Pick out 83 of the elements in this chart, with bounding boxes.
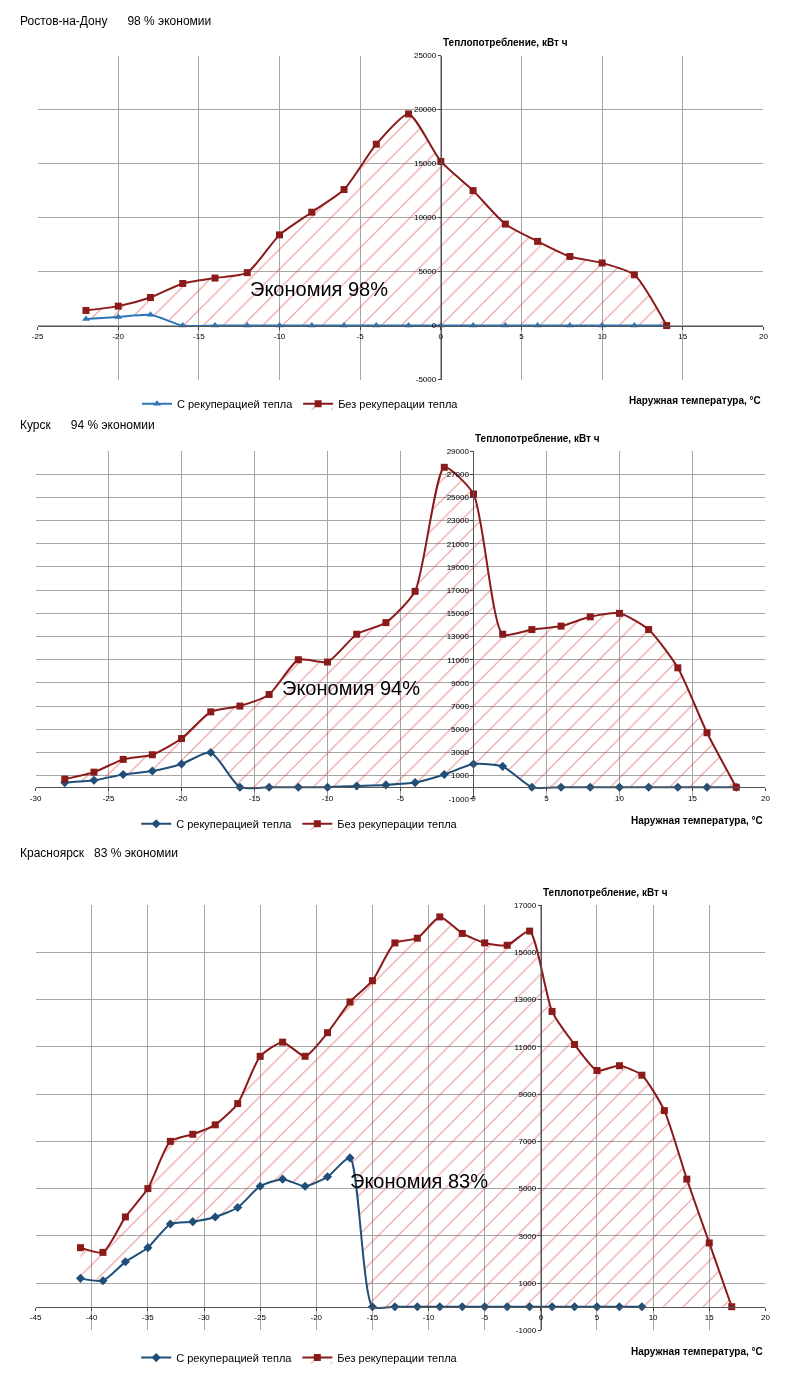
y-tick-label: 20000 [413, 105, 437, 115]
x-tick-label: -5 [481, 1313, 489, 1323]
x-tick-label: 10 [648, 1313, 659, 1323]
x-tick-label: 15 [704, 1313, 715, 1323]
x-tick-label: -10 [422, 1313, 435, 1323]
x-tick-label: 10 [614, 793, 625, 803]
y-tick-label: 0 [431, 321, 437, 331]
y-tick-label: -5000 [415, 375, 437, 385]
x-tick-label: -25 [31, 332, 44, 342]
y-tick-label: 15000 [514, 948, 537, 958]
y-tick-label: -1000 [448, 794, 470, 804]
y-tick-label: 7000 [518, 1137, 537, 1147]
y-tick-label: 5000 [451, 725, 470, 735]
x-tick-label: 0 [538, 1313, 544, 1323]
x-tick-label: 5 [544, 793, 550, 803]
x-tick-label: -40 [85, 1313, 99, 1323]
x-tick-label: -15 [366, 1313, 379, 1323]
legend-label: С рекуперацией тепла [176, 818, 293, 831]
y-axis-title: Теплопотребление, кВт ч [443, 37, 568, 48]
chart-title: Курск 94 % экономии [20, 418, 155, 432]
x-axis-title: Наружная температура, °C [631, 1346, 763, 1357]
y-tick-label: 25000 [413, 51, 437, 61]
x-tick-label: -20 [175, 793, 188, 803]
annotation: Экономия 98% [250, 278, 389, 300]
legend-label: С рекуперацией тепла [176, 398, 294, 411]
y-tick-label: 1000 [518, 1278, 537, 1288]
x-tick-label: -30 [29, 793, 42, 803]
y-tick-label: 5000 [518, 1184, 537, 1194]
x-tick-label: 5 [519, 332, 525, 342]
y-tick-label: 11000 [447, 655, 470, 665]
x-tick-label: 15 [678, 332, 688, 342]
x-tick-label: -25 [254, 1313, 267, 1323]
y-tick-label: 15000 [413, 159, 437, 169]
chart-title: Красноярск 83 % экономии [20, 846, 178, 860]
y-tick-label: 9000 [451, 678, 470, 688]
y-tick-label: 19000 [446, 562, 470, 572]
y-tick-label: 13000 [446, 632, 470, 642]
y-tick-label: -1000 [515, 1326, 537, 1336]
y-tick-label: 3000 [518, 1231, 537, 1241]
x-tick-label: -15 [248, 793, 261, 803]
y-tick-label: 29000 [446, 446, 470, 456]
y-tick-label: 17000 [514, 900, 537, 910]
x-tick-label: 5 [594, 1313, 600, 1323]
y-axis-title: Теплопотребление, кВт ч [475, 433, 600, 444]
x-tick-label: -10 [273, 332, 286, 342]
y-tick-label: 5000 [418, 267, 437, 277]
legend-label: Без рекуперации тепла [337, 818, 458, 831]
x-tick-label: -25 [102, 793, 115, 803]
x-tick-label: -30 [198, 1313, 211, 1323]
y-tick-label: 17000 [446, 585, 470, 595]
legend-label: Без рекуперации тепла [338, 398, 459, 411]
y-tick-label: 13000 [514, 995, 537, 1005]
x-tick-label: 0 [438, 332, 444, 342]
x-tick-label: 15 [687, 793, 698, 803]
annotation: Экономия 94% [282, 677, 421, 699]
x-tick-label: -15 [193, 332, 206, 342]
x-tick-label: -5 [396, 793, 405, 803]
y-tick-label: 1000 [451, 771, 470, 781]
y-tick-label: 11000 [514, 1042, 537, 1052]
legend-label: Без рекуперации тепла [337, 1351, 458, 1364]
x-tick-label: 20 [760, 1313, 771, 1323]
x-tick-label: -20 [310, 1313, 323, 1323]
x-tick-label: -45 [29, 1313, 42, 1323]
chart-title: Ростов-на-Дону 98 % экономии [20, 14, 212, 28]
y-tick-label: 9000 [518, 1089, 537, 1099]
legend-label: С рекуперацией тепла [176, 1351, 293, 1364]
x-tick-label: 10 [597, 332, 608, 342]
y-tick-label: 15000 [446, 609, 470, 619]
x-tick-label: -20 [112, 332, 125, 342]
x-tick-label: 20 [760, 793, 771, 803]
x-tick-label: -35 [142, 1313, 155, 1323]
y-tick-label: 7000 [451, 701, 470, 711]
y-tick-label: 23000 [446, 516, 470, 526]
x-axis-title: Наружная температура, °C [631, 815, 763, 826]
x-tick-label: 20 [758, 332, 769, 342]
y-tick-label: 10000 [413, 213, 437, 223]
y-tick-label: 25000 [446, 493, 470, 503]
y-tick-label: 3000 [451, 748, 470, 758]
x-tick-label: -10 [321, 793, 334, 803]
x-axis-title: Наружная температура, °C [629, 395, 761, 406]
y-axis-title: Теплопотребление, кВт ч [543, 887, 668, 898]
x-tick-label: -5 [356, 332, 365, 342]
y-tick-label: 21000 [446, 539, 470, 549]
